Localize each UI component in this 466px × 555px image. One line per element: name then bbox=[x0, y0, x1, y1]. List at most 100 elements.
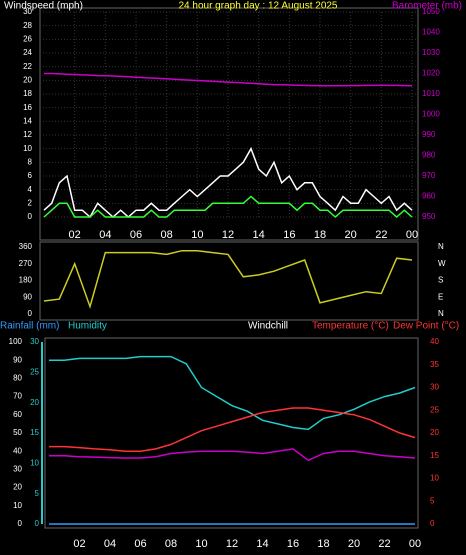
x-tick-label: 02 bbox=[69, 229, 81, 241]
y2-tick-label: 5 bbox=[430, 496, 435, 505]
y3-tick-label: 10 bbox=[30, 458, 39, 467]
y-tick-label: 0 bbox=[28, 212, 33, 221]
panel-frame bbox=[39, 241, 419, 321]
y3-tick-label: 15 bbox=[30, 428, 39, 437]
y-tick-label: 50 bbox=[13, 428, 22, 437]
temperature-label: Temperature (°C) bbox=[312, 321, 389, 332]
y2-tick-label: 960 bbox=[422, 192, 436, 201]
y2-tick-label: 35 bbox=[430, 360, 439, 369]
x-tick-label: 14 bbox=[256, 538, 268, 550]
x-tick-label: 06 bbox=[134, 538, 146, 550]
y2-tick-label: 1030 bbox=[422, 48, 440, 57]
y-tick-label: 12 bbox=[23, 130, 32, 139]
panel-frame bbox=[39, 7, 419, 241]
y2-tick-label: 1000 bbox=[422, 110, 440, 119]
y-tick-label: 18 bbox=[23, 89, 32, 98]
y-tick-label: 8 bbox=[28, 157, 33, 166]
y-tick-label: 60 bbox=[13, 410, 22, 419]
y-tick-label: 40 bbox=[13, 446, 22, 455]
y-tick-label: 2 bbox=[28, 198, 33, 207]
windchill-label: Windchill bbox=[248, 321, 288, 332]
y2-tick-label: 950 bbox=[422, 212, 436, 221]
y3-tick-label: 25 bbox=[30, 367, 39, 376]
series-line bbox=[43, 146, 413, 219]
humidity-label: Humidity bbox=[68, 321, 107, 332]
y3-tick-label: 0 bbox=[35, 519, 40, 528]
y-tick-label: 20 bbox=[23, 75, 32, 84]
y-tick-label: 10 bbox=[13, 501, 22, 510]
y-tick-label: 28 bbox=[23, 21, 32, 30]
x-tick-label: 04 bbox=[104, 538, 116, 550]
y2-tick-label: 990 bbox=[422, 130, 436, 139]
x-tick-label: 18 bbox=[317, 538, 329, 550]
y2-tick-label: 1050 bbox=[422, 7, 440, 16]
y-tick-label: 14 bbox=[23, 116, 32, 125]
x-tick-label: 16 bbox=[287, 538, 299, 550]
y-tick-label: 80 bbox=[13, 374, 22, 383]
y-tick-label: 26 bbox=[23, 34, 32, 43]
y2-tick-label: 15 bbox=[430, 451, 439, 460]
series-line bbox=[43, 249, 413, 310]
y2-tick-label: E bbox=[438, 292, 443, 301]
x-tick-label: 06 bbox=[130, 229, 142, 241]
x-tick-label: 16 bbox=[283, 229, 295, 241]
wind-label: Windspeed (mph) bbox=[4, 1, 83, 12]
x-tick-label: 12 bbox=[226, 538, 238, 550]
y2-tick-label: 30 bbox=[430, 383, 439, 392]
x-tick-label: 20 bbox=[345, 229, 357, 241]
y2-tick-label: 1020 bbox=[422, 69, 440, 78]
y2-tick-label: 0 bbox=[430, 519, 435, 528]
y-tick-label: 0 bbox=[28, 309, 33, 318]
y3-tick-label: 20 bbox=[30, 398, 39, 407]
barometer-label: Barometer (mb) bbox=[392, 1, 462, 12]
y2-tick-label: 980 bbox=[422, 151, 436, 160]
x-tick-label: 10 bbox=[191, 229, 203, 241]
y-tick-label: 10 bbox=[23, 144, 32, 153]
y-tick-label: 70 bbox=[13, 392, 22, 401]
y2-tick-label: 25 bbox=[430, 405, 439, 414]
x-tick-label: 22 bbox=[375, 229, 387, 241]
y-tick-label: 360 bbox=[19, 242, 33, 251]
y-tick-label: 4 bbox=[28, 185, 33, 194]
series-line bbox=[43, 195, 413, 219]
x-tick-label: 22 bbox=[378, 538, 390, 550]
y2-tick-label: 10 bbox=[430, 474, 439, 483]
x-tick-label: 02 bbox=[73, 538, 85, 550]
x-tick-label: 04 bbox=[99, 229, 111, 241]
x-tick-label: 10 bbox=[195, 538, 207, 550]
y2-tick-label: 1010 bbox=[422, 89, 440, 98]
y2-tick-label: S bbox=[438, 276, 443, 285]
x-tick-label: 18 bbox=[314, 229, 326, 241]
x-tick-label: 08 bbox=[165, 538, 177, 550]
x-tick-label: 00 bbox=[406, 229, 418, 241]
x-tick-label: 20 bbox=[348, 538, 360, 550]
y-tick-label: 0 bbox=[18, 519, 23, 528]
y-tick-label: 30 bbox=[23, 7, 32, 16]
y2-tick-label: 1040 bbox=[422, 28, 440, 37]
y-tick-label: 30 bbox=[13, 465, 22, 474]
y-tick-label: 20 bbox=[13, 483, 22, 492]
y-tick-label: 24 bbox=[23, 48, 32, 57]
y2-tick-label: 40 bbox=[430, 337, 439, 346]
panel-frame bbox=[44, 337, 419, 529]
y3-tick-label: 5 bbox=[35, 489, 40, 498]
chart-title: 24 hour graph day : 12 August 2025 bbox=[178, 1, 337, 12]
y2-tick-label: 970 bbox=[422, 171, 436, 180]
y-tick-label: 270 bbox=[19, 259, 33, 268]
series-line bbox=[49, 407, 416, 452]
x-tick-label: 00 bbox=[409, 538, 421, 550]
dewpoint-label: Dew Point (°C) bbox=[393, 321, 459, 332]
series-line bbox=[49, 448, 416, 462]
x-tick-label: 12 bbox=[222, 229, 234, 241]
y2-tick-label: 20 bbox=[430, 428, 439, 437]
y2-tick-label: N bbox=[438, 242, 444, 251]
y-tick-label: 22 bbox=[23, 62, 32, 71]
y-tick-label: 90 bbox=[13, 355, 22, 364]
x-tick-label: 14 bbox=[253, 229, 265, 241]
y2-tick-label: W bbox=[438, 259, 446, 268]
x-tick-label: 08 bbox=[161, 229, 173, 241]
series-line bbox=[44, 72, 413, 87]
rain-label: Rainfall (mm) bbox=[0, 321, 59, 332]
series-line bbox=[49, 355, 416, 431]
